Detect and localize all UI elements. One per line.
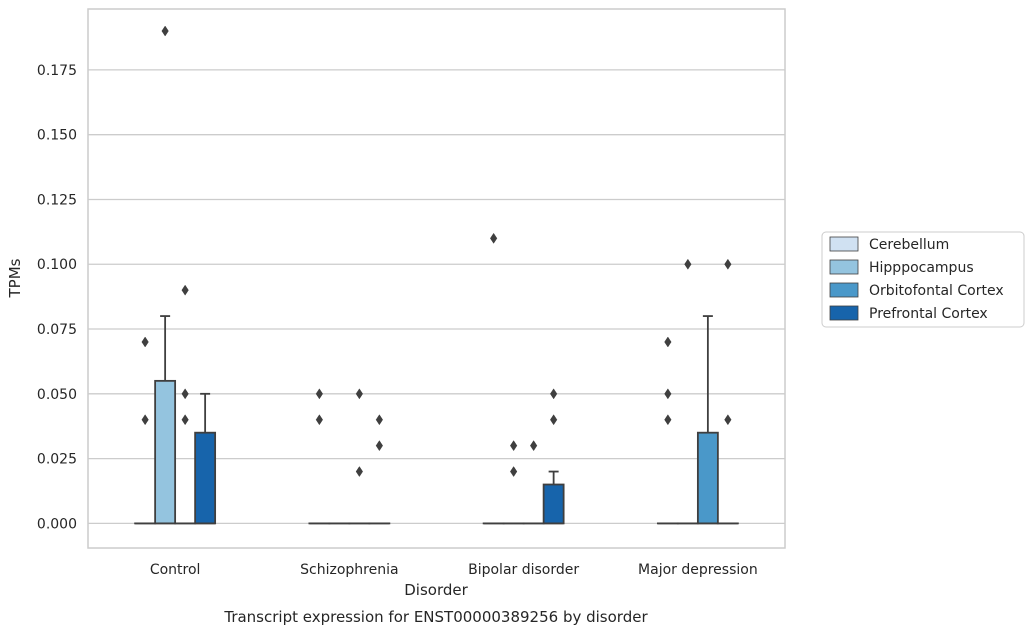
plot-frame bbox=[87, 8, 786, 549]
outlier-point bbox=[724, 258, 732, 270]
outlier-point bbox=[664, 336, 672, 348]
outlier-point bbox=[550, 414, 558, 426]
outlier-point bbox=[375, 440, 383, 452]
outlier-point bbox=[510, 440, 518, 452]
y-tick-label: 0.175 bbox=[37, 63, 77, 79]
y-axis-label: TPMs bbox=[6, 258, 24, 298]
box-body bbox=[154, 379, 177, 525]
gridlines bbox=[88, 69, 785, 525]
outlier-point bbox=[141, 414, 149, 426]
x-tick-label: Schizophrenia bbox=[300, 562, 398, 578]
outlier-point bbox=[355, 388, 363, 400]
box-orbitofontal-cortex bbox=[696, 315, 719, 525]
y-tick-label: 0.000 bbox=[37, 516, 77, 532]
y-tick-label: 0.150 bbox=[37, 128, 77, 144]
y-tick-label: 0.075 bbox=[37, 322, 77, 338]
outlier-point bbox=[161, 25, 169, 37]
outlier-point bbox=[530, 440, 538, 452]
outlier-point bbox=[510, 466, 518, 478]
outlier-point bbox=[181, 388, 189, 400]
legend-entry: Hipppocampus bbox=[869, 260, 974, 276]
legend-swatch bbox=[829, 236, 859, 252]
x-tick-label: Control bbox=[150, 562, 201, 578]
outlier-point bbox=[141, 336, 149, 348]
legend-swatch bbox=[829, 282, 859, 298]
outlier-point bbox=[375, 414, 383, 426]
legend-entry: Prefrontal Cortex bbox=[869, 306, 988, 322]
legend-entry: Cerebellum bbox=[869, 237, 949, 253]
x-tick-label: Bipolar disorder bbox=[468, 562, 579, 578]
outlier-point bbox=[664, 414, 672, 426]
box-hipppocampus bbox=[154, 315, 177, 525]
chart-caption: Transcript expression for ENST0000038925… bbox=[223, 608, 648, 626]
outlier-point bbox=[315, 388, 323, 400]
box-prefrontal-cortex bbox=[542, 470, 565, 525]
outlier-point bbox=[684, 258, 692, 270]
outlier-point bbox=[181, 284, 189, 296]
legend-frame bbox=[821, 231, 1025, 328]
y-tick-label: 0.050 bbox=[37, 387, 77, 403]
legend: Cerebellum Hipppocampus Orbitofontal Corte… bbox=[821, 231, 1025, 328]
legend-swatch bbox=[829, 305, 859, 321]
outlier-point bbox=[724, 414, 732, 426]
box-prefrontal-cortex bbox=[194, 392, 217, 525]
x-axis-label: Disorder bbox=[404, 581, 468, 599]
box-body bbox=[542, 483, 565, 525]
legend-entry: Orbitofontal Cortex bbox=[869, 283, 1004, 299]
outlier-point bbox=[490, 232, 498, 244]
x-tick-labels: Control Schizophrenia Bipolar disorder Majo… bbox=[150, 562, 758, 578]
outliers bbox=[141, 25, 732, 478]
outlier-point bbox=[550, 388, 558, 400]
y-tick-label: 0.125 bbox=[37, 192, 77, 208]
outlier-point bbox=[181, 414, 189, 426]
legend-swatch bbox=[829, 259, 859, 275]
box-body bbox=[194, 431, 217, 525]
y-tick-label: 0.025 bbox=[37, 452, 77, 468]
outlier-point bbox=[664, 388, 672, 400]
outlier-point bbox=[315, 414, 323, 426]
y-tick-label: 0.100 bbox=[37, 257, 77, 273]
y-tick-labels: 0.000 0.025 0.050 0.075 0.100 0.125 0.150 0.175 bbox=[37, 63, 77, 532]
outlier-point bbox=[355, 466, 363, 478]
x-tick-label: Major depression bbox=[638, 562, 758, 578]
boxes bbox=[134, 315, 739, 525]
box-body bbox=[696, 431, 719, 525]
